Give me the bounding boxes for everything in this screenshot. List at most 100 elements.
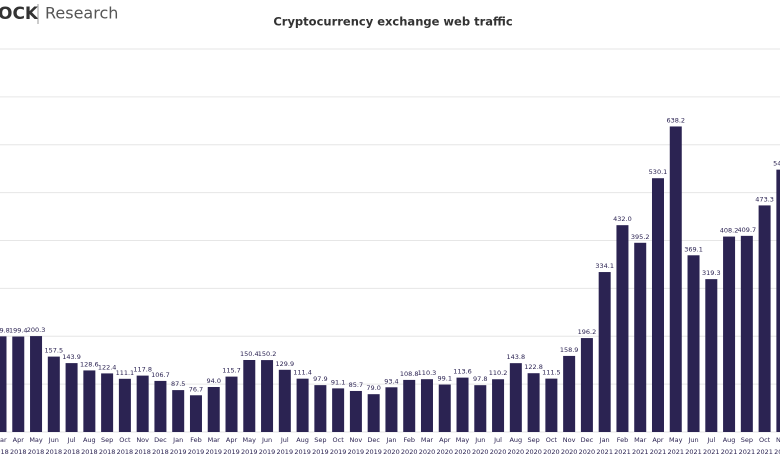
- bar: [12, 336, 25, 432]
- bar: [189, 395, 202, 432]
- bar: [492, 379, 505, 432]
- x-tick-label: Jul: [706, 436, 715, 444]
- bar: [47, 356, 60, 432]
- x-tick-label: Feb: [190, 436, 202, 444]
- x-tick-label: 2019: [241, 448, 258, 456]
- data-label: 91.1: [331, 378, 345, 386]
- x-tick-label: May: [29, 436, 43, 444]
- x-tick-label: Apr: [13, 436, 25, 444]
- x-tick-label: Apr: [652, 436, 664, 444]
- data-label: 97.8: [473, 375, 487, 383]
- data-label: 115.7: [222, 367, 241, 375]
- data-label: 129.9: [276, 360, 295, 368]
- bar: [154, 380, 167, 432]
- x-tick-label: Jun: [687, 436, 698, 444]
- x-tick-label: 2019: [188, 448, 205, 456]
- data-label: 122.4: [98, 363, 117, 371]
- bar: [705, 279, 718, 432]
- x-tick-label: Aug: [296, 436, 309, 444]
- x-tick-label: 2021: [596, 448, 613, 456]
- x-tick-label: Nov: [350, 436, 363, 444]
- data-label: 110.2: [489, 369, 508, 377]
- bar: [65, 363, 78, 432]
- bar: [403, 379, 416, 432]
- bar: [456, 377, 469, 432]
- data-label: 76.7: [189, 385, 203, 393]
- x-tick-label: 2018: [81, 448, 98, 456]
- x-tick-label: Jan: [385, 436, 396, 444]
- data-label: 108.8: [400, 370, 419, 378]
- x-tick-label: 2020: [454, 448, 471, 456]
- x-tick-label: Aug: [723, 436, 736, 444]
- data-label: 87.5: [171, 380, 185, 388]
- x-tick-label: Sep: [101, 436, 113, 444]
- x-tick-label: Mar: [421, 436, 434, 444]
- bar: [30, 336, 43, 432]
- x-tick-label: 2019: [223, 448, 240, 456]
- bar: [385, 387, 398, 432]
- x-tick-label: 2020: [579, 448, 596, 456]
- x-tick-label: 2021: [685, 448, 702, 456]
- x-tick-label: Sep: [741, 436, 753, 444]
- data-label: 117.8: [133, 366, 152, 374]
- x-tick-label: Oct: [759, 436, 771, 444]
- x-tick-label: Mar: [634, 436, 647, 444]
- data-label: 157.5: [45, 347, 64, 355]
- data-label: 409.7: [738, 226, 757, 234]
- x-tick-label: 2018: [117, 448, 134, 456]
- x-tick-label: Feb: [617, 436, 629, 444]
- bar: [758, 205, 771, 432]
- data-label: 111.4: [293, 369, 312, 377]
- data-label: 548.0: [773, 160, 780, 168]
- data-label: 530.1: [649, 168, 668, 176]
- x-tick-label: 2020: [561, 448, 578, 456]
- bar: [332, 388, 345, 432]
- data-label: 199.8: [0, 326, 10, 334]
- x-tick-label: Apr: [439, 436, 451, 444]
- brand-sub: Research: [45, 4, 118, 23]
- x-tick-label: Jun: [48, 436, 59, 444]
- x-tick-label: Jun: [474, 436, 485, 444]
- x-tick-label: 2020: [401, 448, 418, 456]
- bar: [651, 178, 664, 432]
- x-tick-label: 2019: [312, 448, 329, 456]
- x-tick-label: 2018: [0, 448, 9, 456]
- x-tick-label: 2020: [490, 448, 507, 456]
- data-label: 106.7: [151, 371, 170, 379]
- data-label: 79.0: [366, 384, 380, 392]
- bar: [474, 385, 487, 432]
- x-tick-label: 2018: [152, 448, 169, 456]
- x-tick-label: 2018: [46, 448, 63, 456]
- x-tick-label: Feb: [403, 436, 415, 444]
- x-tick-label: 2020: [419, 448, 436, 456]
- data-label: 93.4: [384, 377, 398, 385]
- x-tick-label: 2018: [99, 448, 116, 456]
- x-tick-label: 2020: [543, 448, 560, 456]
- bar: [580, 338, 593, 432]
- data-label: 111.1: [116, 369, 135, 377]
- x-tick-label: Aug: [509, 436, 522, 444]
- bar: [669, 126, 682, 433]
- bar: [136, 375, 149, 432]
- data-label: 158.9: [560, 346, 579, 354]
- x-tick-label: Jan: [172, 436, 183, 444]
- bar: [118, 378, 131, 432]
- x-tick-label: Sep: [527, 436, 539, 444]
- x-tick-label: Jul: [280, 436, 289, 444]
- bar: [83, 370, 96, 432]
- bar: [509, 363, 522, 432]
- data-label: 94.0: [206, 377, 220, 385]
- x-tick-label: 2020: [472, 448, 489, 456]
- bar: [207, 386, 220, 432]
- data-label: 97.9: [313, 375, 327, 383]
- bar: [0, 336, 7, 432]
- data-label: 334.1: [595, 262, 614, 270]
- data-label: 432.0: [613, 215, 632, 223]
- x-tick-label: Dec: [367, 436, 380, 444]
- bar: [101, 373, 114, 432]
- x-tick-label: Apr: [226, 436, 238, 444]
- x-tick-label: 2021: [667, 448, 684, 456]
- bar: [438, 384, 451, 432]
- x-tick-label: 2019: [259, 448, 276, 456]
